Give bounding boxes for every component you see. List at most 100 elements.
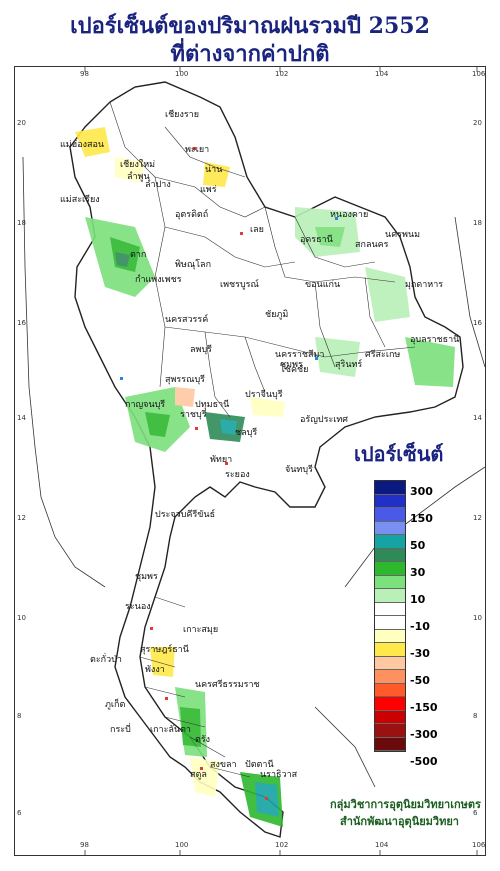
place-label: อุตรดิตถ์: [175, 208, 208, 220]
legend-label: -150: [410, 701, 438, 714]
cambodia-coast: [344, 466, 486, 588]
place-label: ศรีสะเกษ: [365, 349, 400, 360]
place-label: เชียงราย: [165, 109, 199, 120]
legend-label: -50: [410, 674, 430, 687]
top-tick-label: 100: [175, 70, 188, 78]
place-label: สกลนคร: [355, 240, 389, 250]
legend-label: -500: [410, 755, 438, 768]
place-label: อุบลราชธานี: [410, 334, 459, 345]
place-label: แม่ฮ่องสอน: [60, 140, 104, 150]
right-tick-label: 14: [473, 414, 482, 422]
station-dots: [120, 147, 338, 800]
place-label: สุราษฎร์ธานี: [140, 643, 189, 655]
legend-bin-16: [375, 697, 405, 711]
left-tick-label: 16: [17, 319, 26, 327]
place-label: ชัยภูมิ: [265, 309, 288, 320]
place-label: หนองคาย: [330, 210, 368, 220]
bottom-tick-label: 98: [80, 841, 89, 849]
place-label: เลย: [250, 225, 264, 235]
place-label: สุรินทร์: [335, 358, 362, 370]
place-label: ปราจีนบุรี: [245, 389, 283, 400]
legend-label: 10: [410, 593, 426, 606]
top-tick-label: 106: [472, 70, 485, 78]
place-label: แม่สะเรียง: [60, 194, 100, 205]
place-label: ตรัง: [195, 735, 210, 745]
place-label: ปทุมธานี: [195, 399, 229, 410]
legend-bin-12: [375, 643, 405, 657]
zone-nakhon-dark: [180, 707, 201, 747]
place-label: ระยอง: [225, 470, 250, 480]
south-sea-line: [314, 706, 376, 788]
place-label: ประจวบคีรีขันธ์: [155, 508, 215, 520]
province-borders: [109, 101, 416, 778]
place-label: พังงา: [145, 665, 165, 675]
legend-label: 50: [410, 539, 426, 552]
left-tick-label: 18: [17, 219, 26, 227]
anomaly-zones: [75, 127, 455, 827]
left-tick-label: 10: [17, 614, 26, 622]
legend-bin-15: [375, 683, 405, 697]
legend-bin-18: [375, 724, 405, 738]
place-label: น่าน: [205, 165, 222, 175]
place-label: แพร่: [200, 185, 217, 195]
place-label: โชคชัย: [280, 364, 308, 375]
place-label: เกาะสมุย: [183, 625, 218, 635]
place-label: สุพรรณบุรี: [165, 374, 205, 385]
place-label: ลำพูน: [127, 171, 150, 182]
place-label: กำแพงเพชร: [135, 274, 182, 285]
place-label: ชุมพร: [135, 572, 158, 582]
credit-line2: สำนักพัฒนาอุตุนิยมวิทยา: [340, 815, 459, 828]
legend-bin-6: [375, 562, 405, 576]
top-tick-label: 102: [275, 70, 288, 78]
right-tick-label: 16: [473, 319, 482, 327]
right-tick-label: 10: [473, 614, 482, 622]
left-tick-label: 6: [17, 809, 22, 817]
right-tick-label: 18: [473, 219, 482, 227]
legend-title: เปอร์เซ็นต์: [354, 442, 444, 466]
zone-chonburi-teal: [220, 419, 237, 435]
map-subtitle: ที่ต่างจากค่าปกติ: [170, 41, 330, 67]
legend-bin-4: [375, 535, 405, 549]
legend-bin-10: [375, 616, 405, 630]
place-label: ชลบุรี: [235, 427, 257, 438]
left-tick-label: 8: [17, 712, 21, 720]
place-label: พิษณุโลก: [175, 259, 211, 270]
place-label: ขอนแก่น: [305, 280, 340, 290]
zone-surin-green: [315, 337, 360, 377]
legend-bin-19: [375, 737, 405, 751]
map-title: เปอร์เซ็นต์ของปริมาณฝนรวมปี 2552: [70, 13, 430, 39]
credit-line1: กลุ่มวิชาการอุตุนิยมวิทยาเกษตร: [330, 798, 481, 811]
place-label: สงขลา: [210, 760, 237, 770]
zone-ubon-green: [405, 337, 455, 387]
place-label: ชุมพร: [280, 360, 303, 370]
zone-udon-green2: [315, 227, 345, 247]
legend-bin-2: [375, 508, 405, 522]
place-label: อรัญประเทศ: [300, 415, 348, 425]
place-label: นครศรีธรรมราช: [195, 679, 260, 690]
legend-bin-5: [375, 548, 405, 562]
place-label: มุกดาหาร: [405, 280, 443, 290]
zone-prachin-yellow: [250, 397, 285, 417]
bottom-tick-label: 104: [375, 841, 389, 849]
place-label: จันทบุรี: [285, 464, 313, 475]
place-label: เพชรบูรณ์: [220, 278, 259, 290]
place-label: อุดรธานี: [300, 234, 333, 245]
legend-bin-0: [375, 481, 405, 495]
place-label: ภูเก็ต: [105, 697, 125, 710]
legend-bin-8: [375, 589, 405, 603]
place-label: กระบี่: [110, 722, 131, 735]
top-tick-label: 104: [375, 70, 389, 78]
place-label: ตาก: [130, 250, 146, 260]
left-tick-label: 20: [17, 119, 26, 127]
place-label: นครราชสีมา: [275, 349, 324, 360]
legend-label: 150: [410, 512, 433, 525]
legend-colorbar: [374, 480, 406, 752]
legend-label: -10: [410, 620, 430, 633]
west-coastline: [22, 156, 106, 588]
zone-surat-yellow: [150, 647, 175, 677]
zone-kanchanaburi-dark: [145, 412, 170, 437]
legend-label: 300: [410, 485, 433, 498]
map-frame: เชียงราย แม่ฮ่องสอน เชียงใหม่ ลำพูน พะเยา น่า…: [14, 66, 486, 856]
left-tick-label: 12: [17, 514, 26, 522]
